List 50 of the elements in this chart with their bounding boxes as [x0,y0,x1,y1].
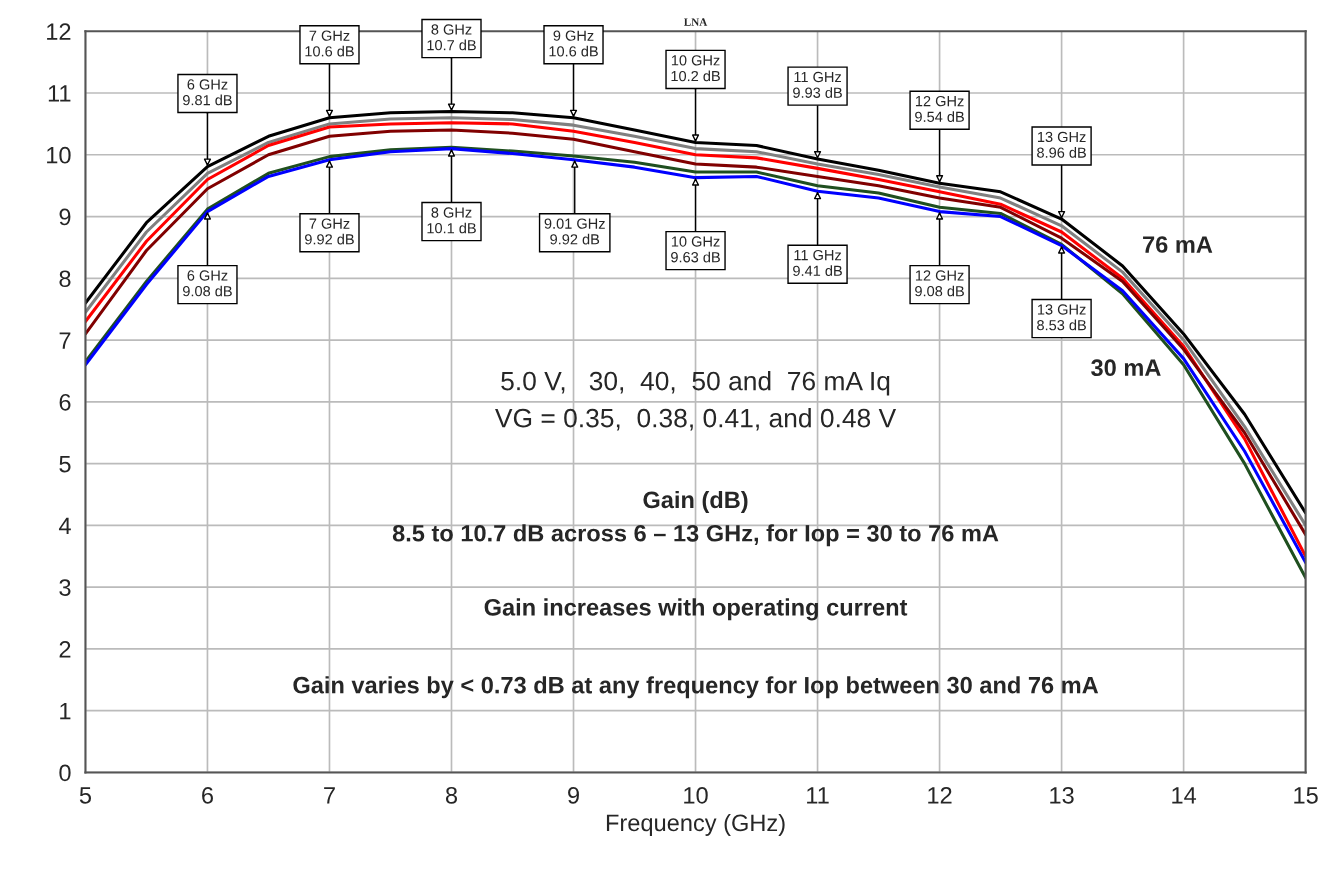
annotation: 11 GHz 9.41 dB [793,249,842,276]
annotation: 10 GHz 10.2 dB [671,55,720,82]
x-tick-label: 9 [568,786,579,804]
y-tick-label: 3 [59,579,71,596]
annotation: 9.01 GHz 9.92 dB [544,218,605,245]
x-tick-label: 14 [1172,787,1197,804]
annotation: 8.5 to 10.7 dB across 6 – 13 GHz, for Iop = 30 to 76 mA [392,524,999,547]
annotation: 5.0 V, 30, 40, 50 and 76 mA Iq [501,371,890,396]
x-tick-label: 10 [684,786,708,804]
annotation: Gain increases with operating current [484,598,908,621]
annotation: 12 GHz 9.54 dB [915,95,964,122]
chart-title: LNA [683,18,708,26]
x-tick-label: 8 [445,786,458,804]
annotation: 7 GHz 10.6 dB [305,30,354,57]
annotation: 6 GHz 9.81 dB [183,79,232,106]
y-tick-label: 6 [59,393,71,411]
annotation: Gain (dB) [643,490,748,513]
series-label: 30 mA [1091,359,1161,377]
annotation: Gain varies by < 0.73 dB at any frequency for Iop between 30 and 76 mA [293,676,1099,699]
y-tick-label: 7 [59,332,71,349]
annotation: 9 GHz 10.6 dB [549,30,598,57]
annotation: 8 GHz 10.1 dB [427,207,476,234]
y-tick-label: 4 [58,517,71,534]
x-tick-label: 15 [1294,787,1318,804]
y-tick-label: 0 [59,764,71,782]
x-tick-label: 13 [1050,786,1074,804]
y-tick-label: 10 [47,146,71,164]
annotation: 13 GHz 8.53 dB [1037,304,1086,331]
annotation: 6 GHz 9.08 dB [183,270,232,297]
annotation: 7 GHz 9.92 dB [305,218,354,245]
x-axis-title: Frequency (GHz) [606,813,785,836]
annotation: 11 GHz 9.93 dB [793,71,842,98]
series-label: 76 mA [1143,236,1213,253]
annotation: 8 GHz 10.7 dB [427,24,476,51]
annotation: 12 GHz 9.08 dB [915,270,964,297]
x-tick-label: 7 [324,787,335,804]
x-tick-label: 5 [79,787,92,804]
y-tick-label: 2 [59,640,71,658]
annotation: 13 GHz 8.96 dB [1037,131,1086,158]
y-tick-label: 5 [59,455,71,473]
annotation: 10 GHz 9.63 dB [671,236,720,263]
x-tick-label: 6 [202,786,213,804]
y-tick-label: 9 [59,208,71,226]
y-tick-label: 11 [48,85,71,102]
y-tick-label: 1 [60,702,71,720]
x-tick-label: 12 [928,786,952,804]
x-tick-label: 11 [807,787,829,804]
y-tick-label: 8 [59,270,71,288]
y-tick-label: 12 [47,23,71,40]
annotation: VG = 0.35, 0.38, 0.41, and 0.48 V [495,408,897,431]
